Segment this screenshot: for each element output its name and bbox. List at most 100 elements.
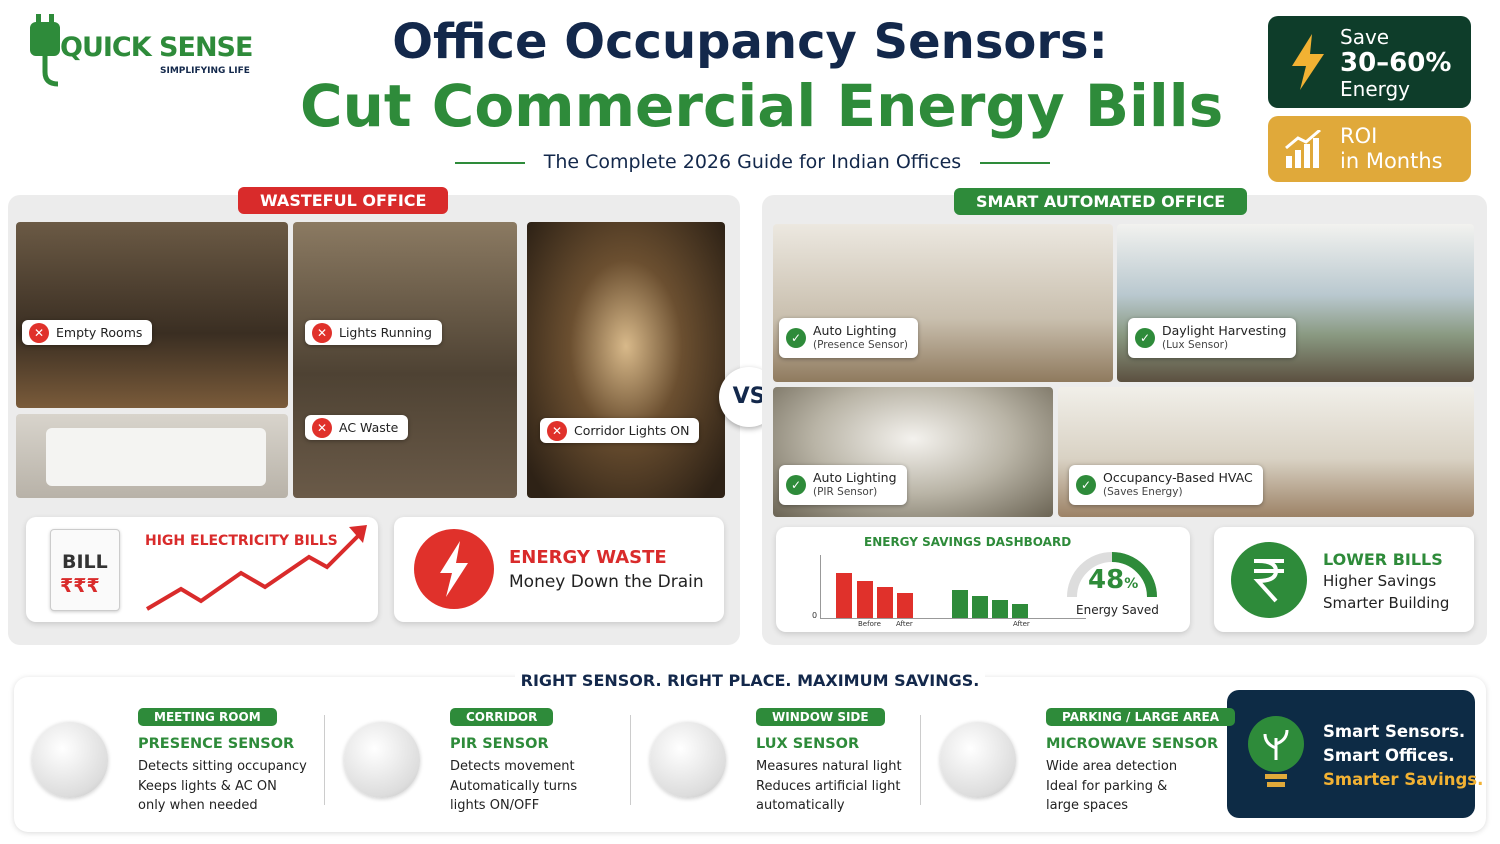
- axis-zero: 0: [812, 611, 818, 620]
- sensor-tag: WINDOW SIDE: [756, 708, 885, 726]
- title-line1: Office Occupancy Sensors:: [392, 14, 1108, 70]
- sensor-line: Detects movement: [450, 759, 575, 774]
- sensor-tag: PARKING / LARGE AREA: [1046, 708, 1236, 726]
- sensor-name: PRESENCE SENSOR: [138, 736, 295, 752]
- solution-sub: (Presence Sensor): [813, 339, 909, 351]
- roi-line: ROI: [1340, 124, 1378, 148]
- problem-text: Empty Rooms: [56, 325, 143, 340]
- axis: [820, 555, 821, 619]
- sensors-title-text: RIGHT SENSOR. RIGHT PLACE. MAXIMUM SAVIN…: [514, 671, 986, 690]
- bill-doc: [50, 529, 120, 611]
- separator: [630, 715, 631, 805]
- solution-label: ✓ Auto Lighting (PIR Sensor): [779, 465, 907, 505]
- solution-text: Daylight Harvesting: [1162, 323, 1287, 338]
- separator: [920, 715, 921, 805]
- rupee-icon: [1231, 542, 1307, 618]
- roi-text: ROI in Months: [1340, 124, 1443, 174]
- bolt-icon: [1292, 34, 1324, 90]
- sensor-line: lights ON/OFF: [450, 798, 540, 813]
- sensor-line: large spaces: [1046, 798, 1128, 813]
- x-icon: ✕: [547, 420, 567, 441]
- logo-name: QUICK SENSE: [60, 32, 253, 63]
- problem-label: ✕ Empty Rooms: [22, 320, 153, 345]
- sensor-image: [650, 722, 726, 798]
- closing-line: Smart Offices.: [1323, 746, 1455, 765]
- sensor-name: LUX SENSOR: [756, 736, 860, 752]
- bill-word: BILL: [62, 551, 108, 573]
- photo-open-office: [293, 222, 517, 498]
- gauge-label: Energy Saved: [1076, 603, 1159, 617]
- lower-bills-card: LOWER BILLS Higher Savings Smarter Build…: [1214, 527, 1474, 632]
- photo-ac: [16, 414, 288, 498]
- closing-line: Smarter Savings.: [1323, 770, 1484, 789]
- solution-label: ✓ Occupancy-Based HVAC (Saves Energy): [1069, 465, 1263, 505]
- logo-icon: [30, 14, 60, 87]
- dashboard-card: ENERGY SAVINGS DASHBOARD 0 Before After …: [776, 527, 1190, 632]
- gauge: [1067, 552, 1157, 598]
- solution-sub: (PIR Sensor): [813, 486, 878, 498]
- save-line: Save: [1340, 25, 1390, 49]
- solution-sub: (Saves Energy): [1103, 486, 1183, 498]
- divider: [455, 162, 525, 164]
- closing-box: Smart Sensors. Smart Offices. Smarter Savi…: [1227, 690, 1483, 818]
- x-icon: ✕: [312, 322, 332, 343]
- wasteful-title: WASTEFUL OFFICE: [238, 187, 449, 214]
- sensor-line: Measures natural light: [756, 759, 902, 774]
- sensor-tag: MEETING ROOM: [138, 708, 277, 726]
- sensor-line: Keeps lights & AC ON: [138, 778, 277, 794]
- bulb-icon: [1248, 716, 1304, 787]
- problem-label: ✕ Corridor Lights ON: [540, 418, 700, 443]
- photo-meeting: [773, 224, 1113, 382]
- solution-sub: (Lux Sensor): [1162, 339, 1229, 351]
- solution-text: Auto Lighting: [813, 323, 897, 338]
- problem-text: Corridor Lights ON: [574, 423, 690, 438]
- photo-corridor: [527, 222, 725, 498]
- check-icon: ✓: [1135, 328, 1155, 348]
- roi-line: in Months: [1340, 149, 1443, 173]
- divider: [980, 162, 1050, 164]
- axis-label: Before: [858, 620, 881, 628]
- closing-text: Smart Sensors. Smart Offices. Smarter Savi…: [1323, 720, 1483, 792]
- dashboard-title: ENERGY SAVINGS DASHBOARD: [864, 535, 1072, 549]
- check-icon: ✓: [786, 475, 806, 495]
- check-icon: ✓: [1076, 475, 1096, 495]
- x-icon: ✕: [312, 417, 332, 438]
- save-range: 30–60%: [1340, 48, 1452, 78]
- sensor-tag: CORRIDOR: [450, 708, 554, 726]
- x-icon: ✕: [29, 322, 49, 343]
- subtitle: The Complete 2026 Guide for Indian Offic…: [543, 151, 962, 173]
- logo-tagline: SIMPLIFYING LIFE: [160, 66, 250, 76]
- problem-text: AC Waste: [339, 420, 399, 435]
- sensor-image: [344, 722, 420, 798]
- problem-label: ✕ Lights Running: [305, 320, 442, 345]
- solution-text: Occupancy-Based HVAC: [1103, 470, 1253, 485]
- lower-title: LOWER BILLS: [1323, 550, 1443, 569]
- separator: [324, 715, 325, 805]
- axis-label: After: [1013, 620, 1030, 628]
- sensor-line: Detects sitting occupancy: [138, 759, 307, 774]
- sensor-line: only when needed: [138, 798, 258, 813]
- sensor-line: Wide area detection: [1046, 759, 1178, 774]
- smart-title: SMART AUTOMATED OFFICE: [954, 188, 1248, 215]
- lower-line: Higher Savings: [1323, 572, 1437, 590]
- bill-symbols: ₹₹₹: [60, 575, 100, 597]
- axis: [820, 618, 1086, 619]
- problem-text: Lights Running: [339, 325, 432, 340]
- rising-arrow: [145, 525, 367, 611]
- sensor-line: Automatically turns: [450, 778, 578, 794]
- sensor-name: PIR SENSOR: [450, 736, 549, 752]
- sensor-line: Ideal for parking &: [1046, 778, 1168, 794]
- waste-text: Money Down the Drain: [509, 572, 704, 592]
- sensors-title: RIGHT SENSOR. RIGHT PLACE. MAXIMUM SAVIN…: [300, 671, 1200, 690]
- save-line: Energy: [1340, 77, 1411, 101]
- waste-icon: [414, 529, 494, 609]
- gauge-value: 48%: [1088, 565, 1138, 595]
- title-line2: Cut Commercial Energy Bills: [300, 72, 1224, 140]
- sensor-image: [940, 722, 1016, 798]
- solution-label: ✓ Auto Lighting (Presence Sensor): [779, 318, 919, 358]
- gauge-unit: %: [1124, 576, 1139, 592]
- waste-title: ENERGY WASTE: [509, 547, 667, 568]
- sensor-line: Reduces artificial light: [756, 778, 901, 794]
- axis-label: After: [896, 620, 913, 628]
